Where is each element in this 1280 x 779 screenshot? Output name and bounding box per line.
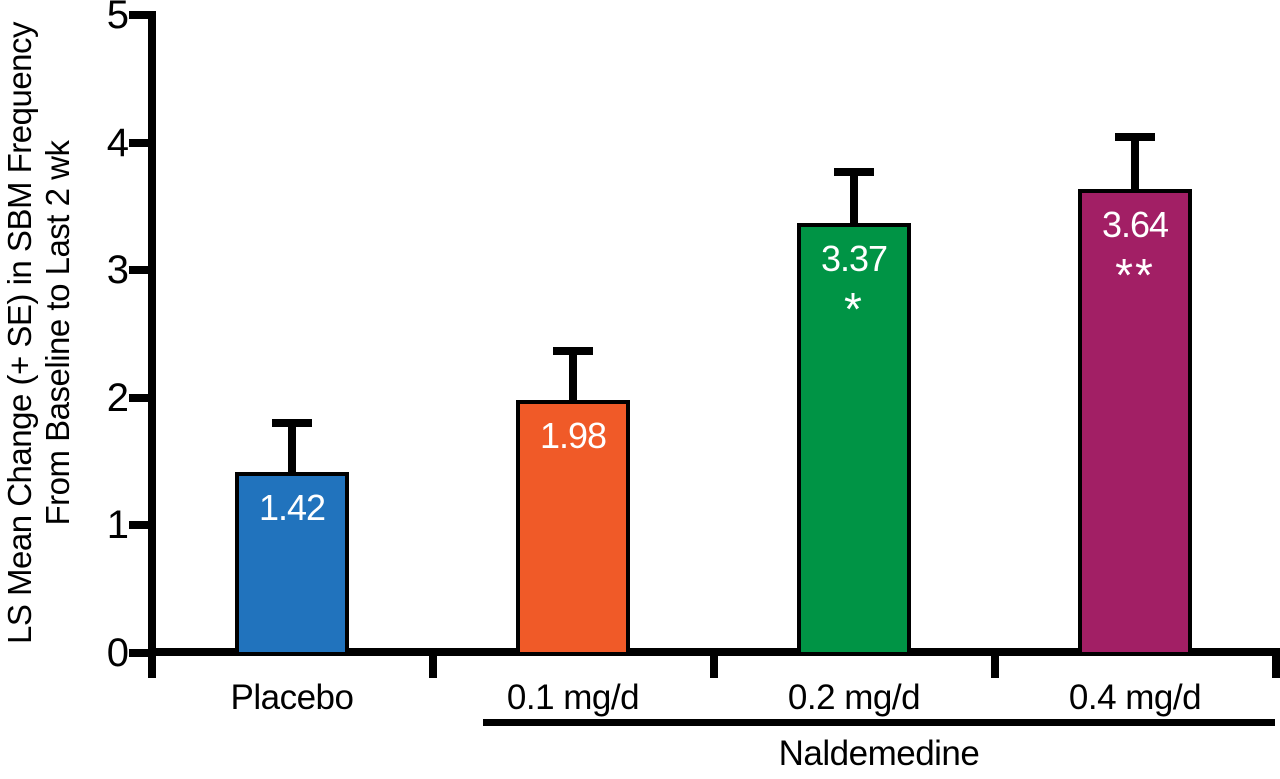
y-tick — [128, 393, 156, 402]
y-axis-title-line1: LS Mean Change (+ SE) in SBM Frequency — [1, 21, 38, 645]
bar-placebo — [235, 471, 349, 652]
x-tick — [990, 650, 999, 678]
error-bar-cap — [272, 419, 312, 428]
bar-0-4-mg-d — [1078, 188, 1192, 652]
y-tick — [128, 521, 156, 530]
error-bar-stem — [288, 423, 296, 472]
y-tick — [128, 138, 156, 147]
x-tick — [709, 650, 718, 678]
bar-value-label: 1.42 — [258, 486, 326, 528]
significance-marker: ** — [1115, 248, 1155, 301]
error-bar-cap — [1115, 133, 1155, 142]
y-tick — [128, 11, 156, 19]
y-axis-line — [147, 11, 156, 656]
category-label: 0.1 mg/d — [506, 678, 640, 717]
x-tick — [428, 650, 437, 678]
y-tick — [128, 649, 156, 657]
y-tick-label: 3 — [106, 248, 129, 293]
naldemedine-group-label: Naldemedine — [778, 734, 980, 773]
error-bar-stem — [850, 171, 858, 223]
bar-0-2-mg-d — [797, 222, 911, 652]
bar-value-label: 3.64 — [1101, 203, 1169, 245]
y-tick-label: 2 — [106, 375, 129, 420]
error-bar-cap — [553, 346, 593, 355]
x-tick — [1271, 650, 1280, 678]
error-bar-cap — [834, 167, 874, 176]
error-bar-stem — [569, 350, 577, 401]
error-bar-stem — [1131, 137, 1139, 189]
bar-value-label: 1.98 — [539, 415, 607, 457]
significance-marker: * — [844, 282, 864, 335]
category-label: Placebo — [230, 678, 354, 717]
x-tick — [147, 650, 156, 678]
y-axis-title-line2: From Baseline to Last 2 wk — [39, 140, 76, 526]
bar-value-label: 3.37 — [820, 237, 888, 279]
naldemedine-group-underline — [483, 719, 1275, 726]
y-tick-label: 0 — [106, 631, 129, 675]
y-tick — [128, 266, 156, 275]
category-label: 0.4 mg/d — [1068, 678, 1202, 717]
bar-0-1-mg-d — [516, 400, 630, 652]
y-tick-label: 5 — [106, 0, 129, 37]
y-tick-label: 4 — [106, 120, 129, 165]
y-tick-label: 1 — [106, 503, 129, 548]
category-label: 0.2 mg/d — [787, 678, 921, 717]
